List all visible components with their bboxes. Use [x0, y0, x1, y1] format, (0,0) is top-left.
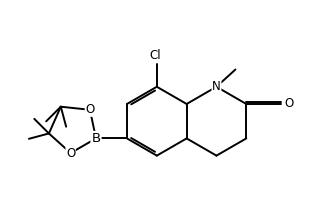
Text: methyl: methyl [238, 67, 243, 68]
Text: O: O [66, 147, 75, 160]
Text: B: B [92, 132, 100, 145]
Text: Cl: Cl [149, 49, 161, 62]
Text: N: N [212, 80, 221, 93]
Text: O: O [85, 103, 94, 116]
Text: O: O [285, 97, 294, 110]
